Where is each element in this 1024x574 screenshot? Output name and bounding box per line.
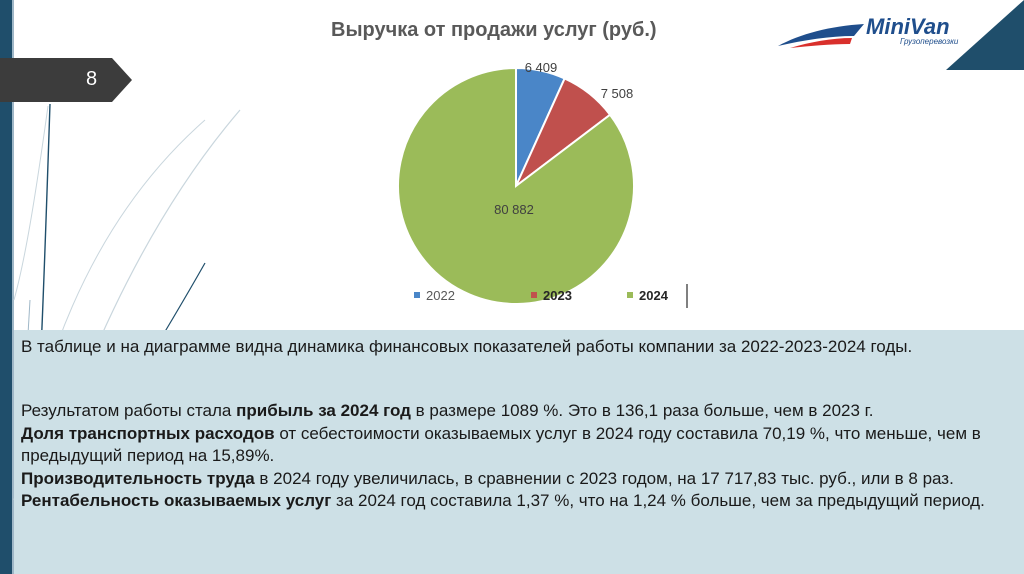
svg-text:Грузоперевозки: Грузоперевозки: [900, 37, 959, 46]
pie-chart: Выручка от продажи услуг (руб.) 6 409 7 5…: [309, 6, 715, 312]
chart-title: Выручка от продажи услуг (руб.): [331, 19, 657, 41]
slide-number: 8: [86, 68, 98, 90]
findings-text: Результатом работы стала прибыль за 2024…: [21, 401, 985, 510]
legend-marker-2024: [627, 292, 633, 298]
legend-marker-2022: [414, 292, 420, 298]
legend-label-2022: 2022: [426, 288, 455, 303]
svg-text:MiniVan: MiniVan: [866, 14, 950, 39]
pie-slice-2024: [397, 66, 635, 305]
left-accent-bar: [0, 0, 12, 574]
data-label-2024: 80 882: [494, 202, 534, 217]
legend-label-2024: 2024: [639, 288, 669, 303]
left-accent-stripe: [12, 0, 14, 574]
data-label-2023: 7 508: [601, 86, 634, 101]
data-label-2022: 6 409: [525, 60, 558, 75]
slide-number-badge: 8: [0, 58, 132, 102]
intro-text: В таблице и на диаграмме видна динамика …: [21, 337, 913, 356]
pie-chart-svg: Выручка от продажи услуг (руб.) 6 409 7 5…: [331, 19, 688, 308]
legend-marker-2023: [531, 292, 537, 298]
legend-label-2023: 2023: [543, 288, 572, 303]
minivan-logo: MiniVan Грузоперевозки: [778, 0, 1024, 70]
summary-panel: В таблице и на диаграмме видна динамика …: [14, 330, 1024, 574]
